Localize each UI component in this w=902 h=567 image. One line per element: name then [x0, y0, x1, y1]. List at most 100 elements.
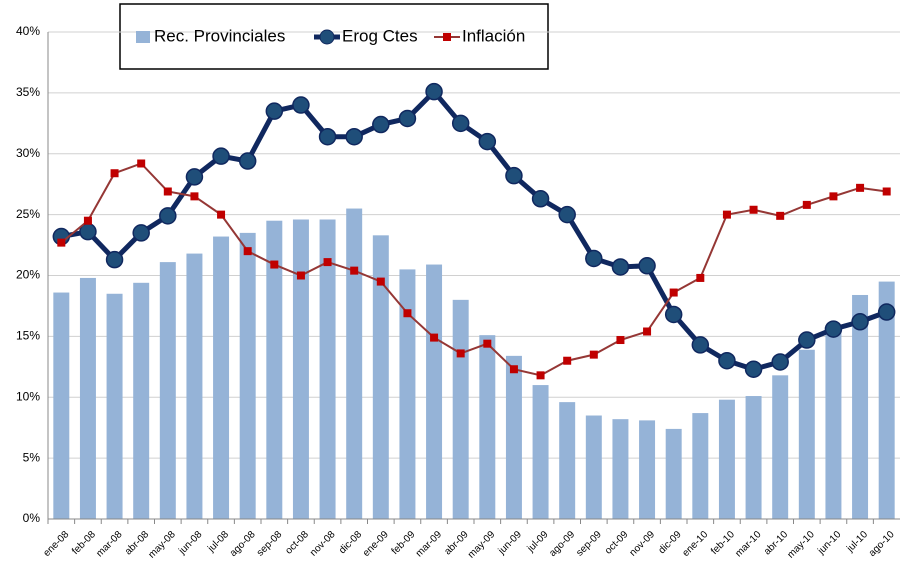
bar	[213, 236, 230, 520]
y-tick-label: 25%	[16, 207, 40, 221]
marker	[669, 288, 678, 297]
y-tick-label: 10%	[16, 389, 40, 403]
marker	[483, 339, 492, 348]
x-tick-label: dic-08	[337, 529, 364, 556]
y-tick-label: 30%	[16, 146, 40, 160]
marker	[270, 260, 279, 269]
x-tick-label: mar-08	[94, 529, 124, 559]
bar	[532, 385, 549, 519]
bar	[505, 355, 522, 519]
marker	[744, 360, 763, 378]
marker	[478, 132, 497, 151]
bar	[585, 415, 602, 519]
x-tick-label: dic-09	[657, 529, 684, 556]
marker	[296, 271, 305, 280]
x-tick-label: ene-08	[42, 529, 72, 559]
y-tick-label: 0%	[23, 511, 41, 525]
bar	[133, 282, 150, 519]
x-tick-label: may-09	[466, 529, 498, 561]
bar	[798, 349, 815, 519]
marker	[430, 333, 439, 342]
marker	[372, 115, 390, 134]
y-tick-label: 20%	[16, 268, 40, 282]
x-tick-label: nov-09	[628, 529, 658, 559]
y-tick-label: 15%	[16, 329, 40, 343]
x-tick-label: oct-09	[603, 529, 631, 557]
marker	[190, 192, 199, 201]
marker	[105, 250, 124, 269]
x-tick-label: ago-10	[867, 529, 897, 559]
marker	[350, 266, 359, 275]
legend-label: Inflación	[462, 26, 525, 45]
marker	[824, 320, 843, 338]
marker	[829, 192, 838, 201]
bar	[399, 269, 416, 519]
marker	[505, 166, 523, 185]
bar	[452, 299, 469, 519]
marker	[563, 356, 572, 365]
bar	[372, 235, 389, 519]
x-tick-label: mar-10	[733, 529, 763, 559]
marker	[664, 305, 683, 324]
bar	[745, 396, 762, 519]
bar	[559, 402, 576, 519]
bar	[346, 208, 363, 519]
marker	[110, 169, 119, 178]
bar	[878, 281, 895, 519]
x-tick-label: oct-08	[283, 529, 311, 557]
marker	[882, 187, 891, 196]
marker	[509, 365, 518, 374]
marker	[292, 96, 310, 114]
marker	[856, 183, 865, 192]
line	[60, 87, 888, 372]
bar	[772, 375, 789, 519]
marker	[851, 313, 869, 331]
marker	[456, 349, 465, 358]
marker	[531, 190, 550, 208]
marker	[265, 102, 284, 120]
x-tick-label: ene-09	[361, 529, 391, 559]
x-tick-label: sep-08	[255, 529, 285, 559]
x-tick-label: mar-09	[414, 529, 444, 559]
x-tick-label: may-08	[146, 529, 178, 561]
x-tick-label: ene-10	[681, 529, 711, 559]
x-tick-label: feb-08	[70, 529, 98, 557]
marker	[57, 238, 66, 247]
y-tick-label: 5%	[23, 450, 41, 464]
marker	[558, 205, 576, 224]
marker	[536, 371, 545, 380]
legend-marker	[319, 29, 335, 45]
x-tick-label: sep-09	[574, 529, 604, 559]
marker	[243, 247, 252, 256]
bar	[239, 232, 256, 519]
x-tick-label: feb-10	[709, 529, 737, 557]
x-tick-label: jun-08	[176, 529, 204, 557]
x-tick-label: nov-08	[308, 529, 338, 559]
marker	[771, 353, 789, 371]
bar	[692, 413, 709, 519]
marker	[643, 327, 652, 336]
y-tick-label: 40%	[16, 24, 40, 38]
marker	[691, 336, 710, 354]
marker	[877, 303, 896, 321]
marker	[722, 210, 731, 219]
bar	[106, 293, 123, 519]
marker	[638, 257, 656, 275]
bar	[159, 262, 176, 519]
legend-marker	[443, 33, 451, 41]
legend-label: Rec. Provinciales	[154, 26, 285, 45]
marker	[159, 207, 177, 225]
bar	[612, 419, 629, 519]
marker	[376, 277, 385, 286]
marker	[185, 168, 204, 186]
marker	[749, 205, 758, 214]
marker	[802, 200, 811, 209]
marker	[616, 336, 625, 345]
x-tick-label: jun-09	[496, 529, 524, 557]
marker	[217, 210, 226, 219]
marker	[163, 187, 172, 196]
marker	[451, 114, 470, 133]
marker	[132, 224, 150, 242]
bar	[319, 219, 336, 519]
